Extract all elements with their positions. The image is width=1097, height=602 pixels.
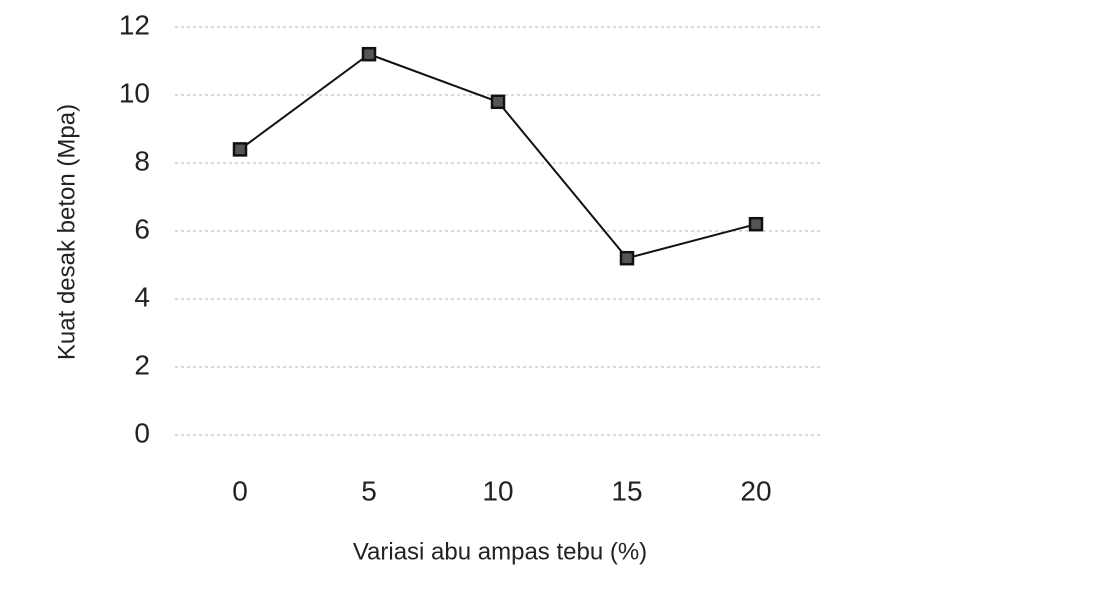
y-tick-label: 12 <box>119 9 150 40</box>
y-axis-label: Kuat desak beton (Mpa) <box>53 104 80 360</box>
marker <box>748 216 764 232</box>
x-axis-label: Variasi abu ampas tebu (%) <box>353 538 647 565</box>
x-tick-label: 20 <box>740 475 771 506</box>
x-tick-label: 15 <box>611 475 642 506</box>
y-tick-label: 8 <box>134 145 150 176</box>
marker <box>232 142 248 157</box>
marker <box>619 250 635 266</box>
marker <box>361 46 377 62</box>
y-tick-label: 2 <box>134 349 150 380</box>
x-tick-label: 5 <box>361 475 377 506</box>
y-tick-label: 6 <box>134 213 150 244</box>
x-tick-label: 0 <box>232 475 248 506</box>
line <box>239 53 757 260</box>
marker <box>490 94 506 110</box>
y-tick-label: 10 <box>119 77 150 108</box>
y-tick-label: 0 <box>134 417 150 448</box>
x-tick-label: 10 <box>482 475 513 506</box>
y-tick-label: 4 <box>134 281 150 312</box>
